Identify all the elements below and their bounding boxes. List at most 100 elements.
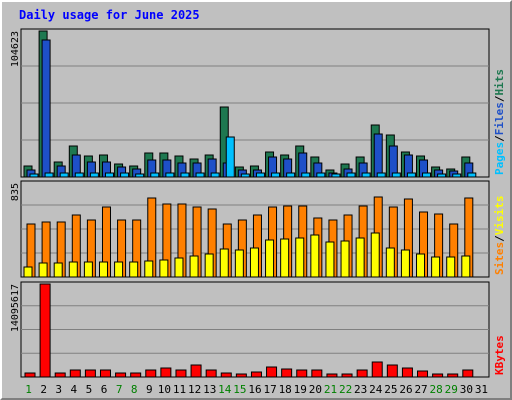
bar-visits-18 xyxy=(280,238,290,278)
bar-pages-24 xyxy=(376,172,386,178)
bar-visits-5 xyxy=(83,261,93,278)
bar-visits-26 xyxy=(400,249,410,278)
bar-kbytes-28 xyxy=(432,373,444,378)
bar-pages-25 xyxy=(391,172,401,178)
bar-kbytes-23 xyxy=(356,369,368,378)
legend-separator: / xyxy=(493,135,506,142)
x-tick-label: 4 xyxy=(71,383,78,396)
x-tick-label: 23 xyxy=(354,383,367,396)
panel-middle: 835 Sites/Visits xyxy=(10,180,506,278)
y-max-label: 835 xyxy=(10,183,21,201)
legend: Pages/Files/Hits xyxy=(493,69,506,175)
x-tick-label: 30 xyxy=(460,383,473,396)
bar-pages-5 xyxy=(89,172,99,178)
bar-kbytes-18 xyxy=(281,368,293,378)
x-tick-label: 22 xyxy=(339,383,352,396)
series-visits xyxy=(23,232,471,278)
x-axis-labels: 1 2 3 4 5 6 7 8 9 10 11 12 13 14 15 16 17 18 19 20 21 22 23 24 2… xyxy=(25,383,488,396)
bar-pages-11 xyxy=(180,172,190,178)
bar-visits-6 xyxy=(98,261,108,278)
bar-visits-9 xyxy=(144,260,154,278)
bar-visits-23 xyxy=(355,237,365,278)
bar-kbytes-21 xyxy=(326,373,338,378)
x-tick-label: 12 xyxy=(188,383,201,396)
legend: Sites/Visits xyxy=(493,196,506,276)
y-max-label: 104623 xyxy=(10,31,21,67)
series-pages xyxy=(29,136,477,178)
x-tick-label: 27 xyxy=(414,383,427,396)
bar-pages-26 xyxy=(406,172,416,178)
legend-pages: Pages xyxy=(493,142,506,175)
bar-visits-21 xyxy=(325,241,335,278)
x-tick-label: 18 xyxy=(279,383,292,396)
bar-pages-29 xyxy=(452,173,462,178)
x-tick-label: 15 xyxy=(233,383,246,396)
bar-pages-3 xyxy=(59,172,69,178)
bar-kbytes-11 xyxy=(175,369,187,378)
bar-files-25 xyxy=(388,145,398,178)
bar-visits-8 xyxy=(129,261,139,278)
legend-kbytes: KBytes xyxy=(493,335,506,375)
bar-visits-29 xyxy=(446,256,456,278)
x-tick-label: 14 xyxy=(218,383,232,396)
bar-kbytes-16 xyxy=(250,371,262,378)
bar-pages-15 xyxy=(240,173,250,178)
bar-pages-23 xyxy=(361,172,371,178)
bar-visits-11 xyxy=(174,257,184,278)
x-tick-label: 6 xyxy=(101,383,108,396)
x-tick-label: 17 xyxy=(263,383,276,396)
bar-kbytes-9 xyxy=(145,369,157,378)
bar-kbytes-7 xyxy=(115,372,127,378)
x-tick-label: 26 xyxy=(399,383,412,396)
bar-pages-22 xyxy=(346,172,356,178)
bar-visits-15 xyxy=(234,249,244,278)
bar-kbytes-30 xyxy=(462,369,474,378)
series-kbytes xyxy=(24,283,474,378)
bar-visits-3 xyxy=(53,262,63,278)
x-tick-label: 10 xyxy=(158,383,171,396)
bar-pages-14 xyxy=(225,136,235,178)
bar-visits-7 xyxy=(114,261,124,278)
bar-pages-9 xyxy=(150,172,160,178)
x-tick-label: 7 xyxy=(116,383,123,396)
x-tick-label: 1 xyxy=(25,383,32,396)
legend-hits: Hits xyxy=(493,69,506,96)
bar-pages-18 xyxy=(286,172,296,178)
x-tick-label: 2 xyxy=(40,383,47,396)
bar-visits-4 xyxy=(68,261,78,278)
bar-visits-10 xyxy=(159,259,169,278)
x-tick-label: 29 xyxy=(445,383,458,396)
bar-kbytes-6 xyxy=(99,369,111,378)
bar-files-2 xyxy=(41,39,51,178)
bar-pages-28 xyxy=(437,173,447,178)
bar-kbytes-10 xyxy=(160,367,172,378)
bar-visits-25 xyxy=(385,247,395,278)
x-tick-label: 31 xyxy=(475,383,488,396)
legend-separator: / xyxy=(493,235,506,242)
panel-bottom: 14095617 KBytes xyxy=(10,281,506,378)
x-tick-label: 13 xyxy=(203,383,216,396)
chart-panels: 104623Pages/Files/Hits835Sites/Visits140… xyxy=(10,28,506,378)
bar-kbytes-25 xyxy=(386,364,398,378)
y-max-label: 14095617 xyxy=(10,284,21,332)
bar-kbytes-4 xyxy=(69,369,81,378)
bar-visits-28 xyxy=(431,256,441,278)
legend: KBytes xyxy=(493,335,506,375)
bar-pages-1 xyxy=(29,173,39,178)
bar-visits-30 xyxy=(461,255,471,278)
legend-separator: / xyxy=(493,95,506,102)
bar-pages-16 xyxy=(255,172,265,178)
bar-pages-12 xyxy=(195,172,205,178)
bar-pages-8 xyxy=(135,173,145,178)
bar-pages-7 xyxy=(120,172,130,178)
bar-kbytes-5 xyxy=(84,369,96,378)
legend-files: Files xyxy=(493,102,506,135)
x-tick-label: 16 xyxy=(248,383,261,396)
bar-pages-27 xyxy=(422,172,432,178)
x-tick-label: 28 xyxy=(430,383,443,396)
bar-kbytes-29 xyxy=(447,373,459,378)
bar-kbytes-1 xyxy=(24,372,36,378)
bar-files-24 xyxy=(373,133,383,178)
bar-pages-19 xyxy=(301,172,311,178)
